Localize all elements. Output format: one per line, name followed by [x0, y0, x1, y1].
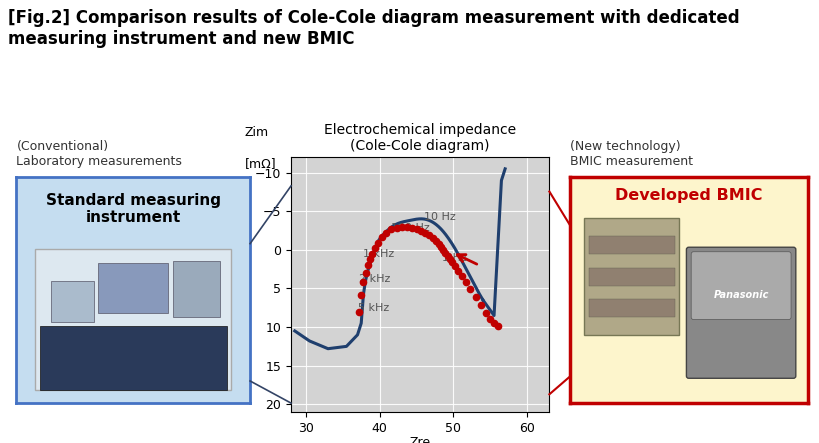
Text: 10 Hz: 10 Hz [423, 213, 455, 222]
Text: 2 kHz: 2 kHz [359, 274, 390, 284]
Text: 100 Hz: 100 Hz [390, 223, 429, 233]
Text: [mΩ]: [mΩ] [244, 157, 276, 170]
Bar [588, 299, 674, 317]
Bar [588, 236, 674, 254]
Text: Laboratory measurements: Laboratory measurements [16, 155, 182, 168]
Bar [52, 281, 93, 322]
Text: Panasonic: Panasonic [713, 290, 768, 299]
Bar [588, 268, 674, 286]
Title: Electrochemical impedance
(Cole-Cole diagram): Electrochemical impedance (Cole-Cole dia… [324, 123, 516, 153]
Text: (Conventional): (Conventional) [16, 140, 108, 153]
Text: Zim: Zim [244, 126, 269, 140]
Bar [583, 218, 678, 335]
FancyBboxPatch shape [690, 252, 790, 319]
Bar [35, 249, 231, 389]
Bar [98, 263, 168, 313]
FancyBboxPatch shape [686, 247, 794, 378]
Bar [39, 326, 226, 389]
Text: 5 kHz: 5 kHz [357, 303, 388, 313]
Text: Standard measuring
instrument: Standard measuring instrument [46, 193, 220, 225]
X-axis label: Zre
[mΩ]: Zre [mΩ] [404, 436, 436, 443]
Bar [173, 261, 219, 317]
Text: 1 kHz: 1 kHz [363, 249, 394, 259]
Text: (New technology): (New technology) [569, 140, 680, 153]
Text: 1 Hz: 1 Hz [442, 253, 467, 263]
Text: BMIC measurement: BMIC measurement [569, 155, 692, 168]
Text: Developed BMIC: Developed BMIC [614, 189, 762, 203]
Text: [Fig.2] Comparison results of Cole-Cole diagram measurement with dedicated
measu: [Fig.2] Comparison results of Cole-Cole … [8, 9, 739, 48]
